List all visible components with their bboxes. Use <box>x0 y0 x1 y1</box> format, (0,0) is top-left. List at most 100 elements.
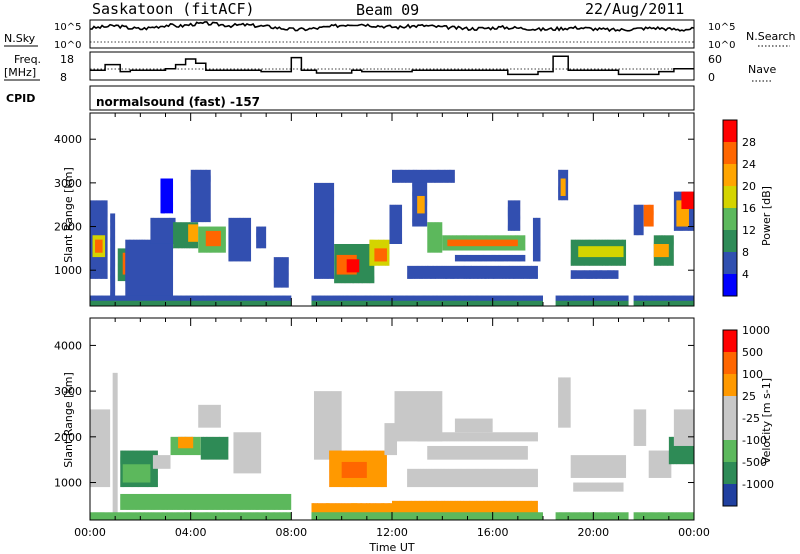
freq-tick-top: 18 <box>60 53 74 66</box>
cpid-label: CPID <box>6 92 35 105</box>
x-tick-label: 20:00 <box>577 526 609 539</box>
power-echo <box>205 230 221 247</box>
velocity-echo <box>122 464 151 483</box>
nave-tick-top: 60 <box>708 53 722 66</box>
power-echo <box>190 169 211 223</box>
velocity-echo <box>427 445 528 460</box>
velocity-ytick-label: 1000 <box>54 477 82 490</box>
velocity-echo <box>152 455 171 469</box>
power-echo <box>374 248 387 262</box>
velocity-echo <box>90 409 111 488</box>
data-gap <box>543 113 556 306</box>
nsearch-tick-top: 10^5 <box>708 22 735 33</box>
data-gap <box>543 318 556 520</box>
velocity-cbar-tick-label: -25 <box>742 412 760 425</box>
velocity-ylabel: Slant Range [km] <box>62 372 75 468</box>
power-echo <box>447 239 518 247</box>
nsearch-label: N.Search <box>746 30 796 43</box>
velocity-cbar-segment <box>723 330 737 352</box>
power-echo <box>643 204 654 227</box>
date-title: 22/Aug/2011 <box>585 0 684 18</box>
power-cbar-segment <box>723 120 737 142</box>
velocity-cbar-segment <box>723 396 737 418</box>
data-gap <box>291 318 312 520</box>
power-panel <box>89 112 695 307</box>
velocity-ytick-label: 4000 <box>54 339 82 352</box>
power-echo <box>125 239 174 301</box>
cpid-panel <box>89 85 695 111</box>
velocity-echo <box>673 409 694 446</box>
power-echo <box>578 246 624 258</box>
power-echo <box>392 169 455 183</box>
velocity-echo <box>198 404 221 428</box>
power-echo <box>110 213 116 301</box>
velocity-echo <box>120 493 292 510</box>
power-cbar-tick-label: 12 <box>742 224 756 237</box>
power-echo <box>228 217 252 262</box>
velocity-cbar-segment <box>723 418 737 440</box>
power-ytick-label: 2000 <box>54 221 82 234</box>
power-cbar-tick-label: 16 <box>742 202 756 215</box>
x-tick-label: 00:00 <box>678 526 710 539</box>
nsky-panel <box>89 19 695 49</box>
power-cbar-segment <box>723 186 737 208</box>
velocity-echo <box>407 468 538 488</box>
power-echo <box>417 195 425 214</box>
power-cbar-segment <box>723 230 737 252</box>
freq-label: Freq. <box>14 53 41 66</box>
power-echo <box>681 191 694 210</box>
power-cbar-segment <box>723 208 737 230</box>
velocity-echo <box>558 377 571 428</box>
velocity-echo <box>633 409 647 446</box>
beam-title: Beam 09 <box>356 1 419 19</box>
power-ytick-label: 3000 <box>54 177 82 190</box>
power-cbar-tick-label: 28 <box>742 136 756 149</box>
x-tick-label: 04:00 <box>175 526 207 539</box>
power-cbar-tick-label: 24 <box>742 158 756 171</box>
velocity-echo <box>573 482 624 492</box>
velocity-cbar-segment <box>723 462 737 484</box>
nave-tick-bottom: 0 <box>708 71 715 84</box>
nave-label: Nave <box>748 63 776 76</box>
freq-tick-bottom: 8 <box>60 71 67 84</box>
power-echo <box>188 224 199 242</box>
velocity-ytick-label: 3000 <box>54 385 82 398</box>
nsearch-tick-bottom: 10^0 <box>708 40 735 51</box>
power-colorbar-label: Power [dB] <box>760 186 773 246</box>
velocity-echo <box>112 372 118 515</box>
velocity-cbar-segment <box>723 484 737 506</box>
power-echo <box>570 270 619 279</box>
power-echo <box>273 257 289 288</box>
velocity-ytick-label: 2000 <box>54 431 82 444</box>
velocity-cbar-tick-label: 25 <box>742 390 756 403</box>
power-echo <box>389 204 403 244</box>
velocity-echo <box>648 450 672 478</box>
time-axis-label: Time UT <box>368 541 414 554</box>
velocity-echo <box>178 436 194 449</box>
data-gap <box>628 318 634 520</box>
velocity-cbar-tick-label: -1000 <box>742 478 774 491</box>
velocity-echo <box>313 391 342 460</box>
power-cbar-segment <box>723 142 737 164</box>
nsky-tick-bottom: 10^0 <box>54 40 81 51</box>
data-gap <box>291 113 312 306</box>
power-echo <box>95 239 103 253</box>
x-tick-label: 00:00 <box>74 526 106 539</box>
data-gap <box>628 113 634 306</box>
power-echo <box>633 204 644 236</box>
velocity-echo <box>417 432 538 442</box>
velocity-echo <box>200 436 229 460</box>
nsky-label: N.Sky <box>4 32 36 45</box>
power-ylabel: Slant Range [km] <box>62 167 75 263</box>
power-cbar-tick-label: 20 <box>742 180 756 193</box>
freq-panel <box>89 51 695 81</box>
power-echo <box>346 259 360 273</box>
velocity-echo <box>341 461 367 478</box>
velocity-cbar-tick-label: 1000 <box>742 324 770 337</box>
power-cbar-segment <box>723 164 737 186</box>
nsky-tick-top: 10^5 <box>54 22 81 33</box>
power-echo <box>454 254 526 262</box>
velocity-colorbar-label: Velocity [m s-1] <box>760 378 773 464</box>
velocity-cbar-segment <box>723 374 737 396</box>
